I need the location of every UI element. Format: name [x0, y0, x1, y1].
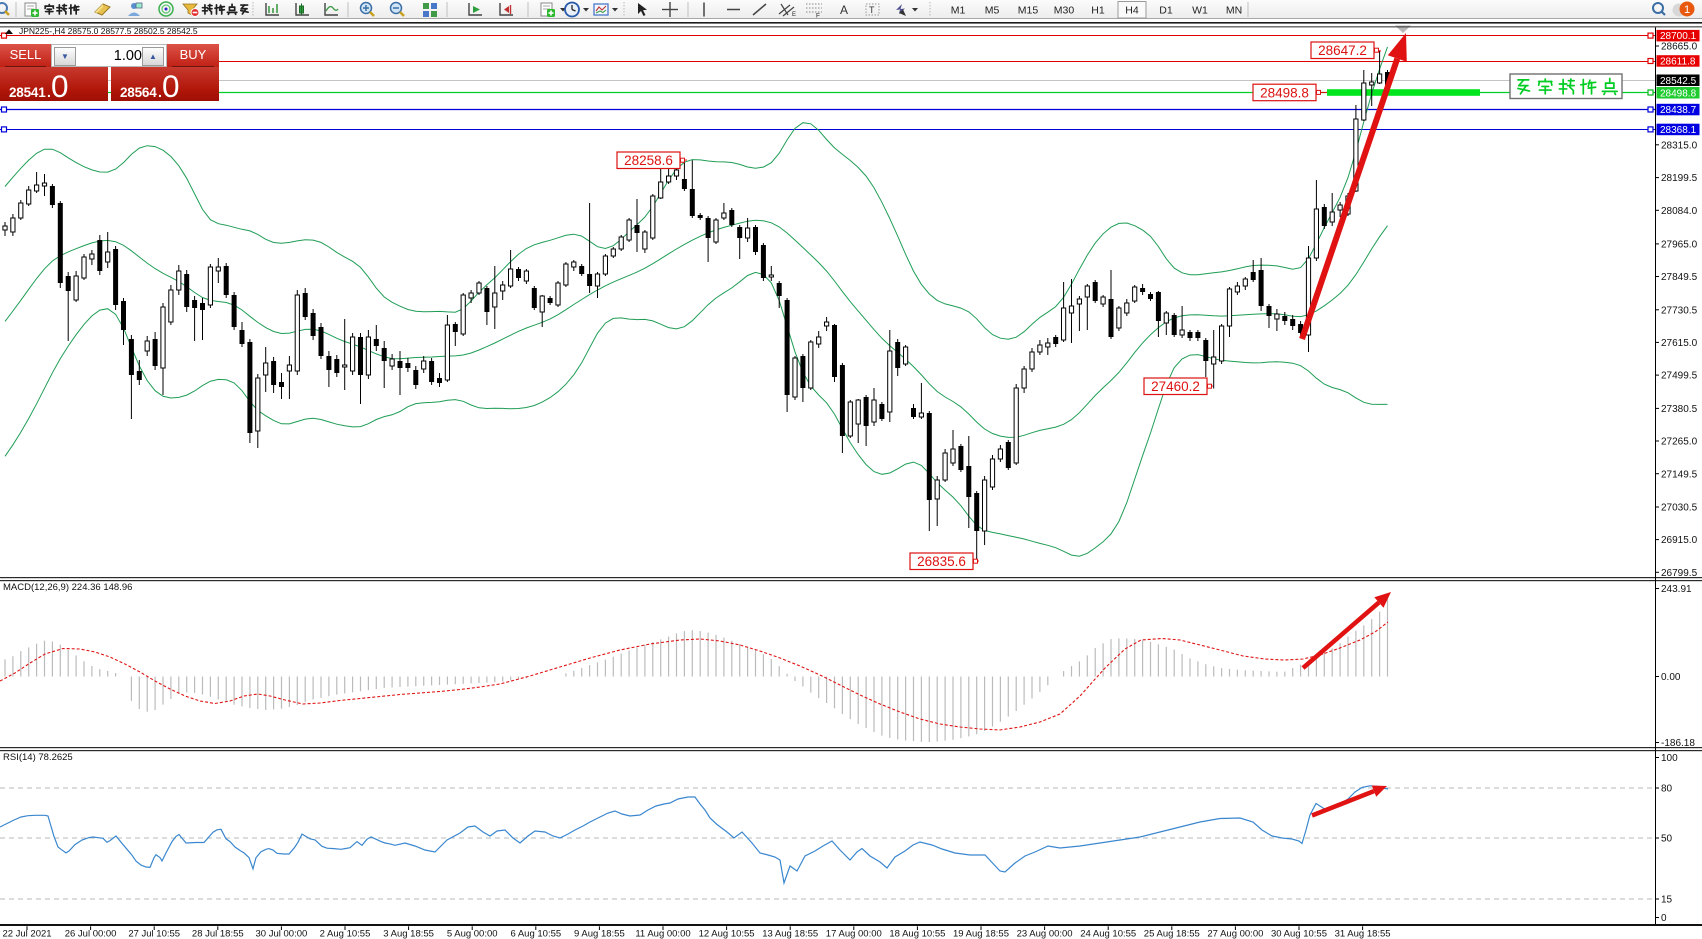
svg-text:M15: M15 — [1018, 5, 1039, 17]
svg-text:M30: M30 — [1054, 5, 1075, 17]
svg-text:24 Aug 10:55: 24 Aug 10:55 — [1080, 929, 1136, 939]
svg-text:27615.0: 27615.0 — [1661, 338, 1698, 349]
svg-text:31 Aug 18:55: 31 Aug 18:55 — [1335, 929, 1391, 939]
svg-text:27499.5: 27499.5 — [1661, 371, 1698, 382]
svg-text:0: 0 — [1661, 913, 1667, 924]
svg-text:W1: W1 — [1192, 5, 1208, 17]
svg-text:0.00: 0.00 — [1661, 672, 1681, 683]
svg-text:27849.5: 27849.5 — [1661, 272, 1698, 283]
svg-text:MACD(12,26,9) 224.36 148.96: MACD(12,26,9) 224.36 148.96 — [3, 582, 132, 593]
svg-text:100: 100 — [1661, 753, 1678, 764]
svg-text:243.91: 243.91 — [1661, 584, 1692, 595]
svg-text:H4: H4 — [1125, 5, 1139, 17]
svg-text:28665.0: 28665.0 — [1661, 42, 1698, 53]
svg-text:28199.5: 28199.5 — [1661, 173, 1698, 184]
svg-text:28700.1: 28700.1 — [1660, 31, 1697, 42]
svg-text:13 Aug 18:55: 13 Aug 18:55 — [762, 929, 818, 939]
svg-text:27030.5: 27030.5 — [1661, 503, 1698, 514]
svg-text:28438.7: 28438.7 — [1660, 105, 1697, 116]
svg-text:50: 50 — [1661, 834, 1673, 845]
svg-text:6 Aug 10:55: 6 Aug 10:55 — [510, 929, 561, 939]
svg-text:28 Jul 18:55: 28 Jul 18:55 — [192, 929, 244, 939]
svg-text:T: T — [869, 5, 875, 15]
svg-text:E: E — [792, 12, 796, 18]
svg-text:28368.1: 28368.1 — [1660, 125, 1697, 136]
svg-text:28258.6: 28258.6 — [624, 153, 673, 168]
svg-text:12 Aug 10:55: 12 Aug 10:55 — [699, 929, 755, 939]
svg-text:28498.8: 28498.8 — [1660, 88, 1697, 99]
svg-text:26915.0: 26915.0 — [1661, 535, 1698, 546]
svg-text:27 Jul 10:55: 27 Jul 10:55 — [128, 929, 180, 939]
svg-text:2 Aug 10:55: 2 Aug 10:55 — [320, 929, 371, 939]
svg-text:19 Aug 18:55: 19 Aug 18:55 — [953, 929, 1009, 939]
svg-text:MN: MN — [1226, 5, 1242, 17]
svg-text:RSI(14) 78.2625: RSI(14) 78.2625 — [3, 752, 73, 763]
svg-text:M5: M5 — [985, 5, 1000, 17]
svg-text:18 Aug 10:55: 18 Aug 10:55 — [889, 929, 945, 939]
svg-text:3 Aug 18:55: 3 Aug 18:55 — [383, 929, 434, 939]
svg-text:27265.0: 27265.0 — [1661, 437, 1698, 448]
svg-text:28498.8: 28498.8 — [1260, 85, 1309, 100]
svg-text:25 Aug 18:55: 25 Aug 18:55 — [1144, 929, 1200, 939]
svg-text:26 Jul 00:00: 26 Jul 00:00 — [65, 929, 117, 939]
svg-text:80: 80 — [1661, 784, 1673, 795]
svg-text:28542.5: 28542.5 — [1660, 76, 1697, 87]
svg-text:-186.18: -186.18 — [1661, 738, 1695, 749]
svg-text:15: 15 — [1661, 895, 1673, 906]
svg-text:22 Jul 2021: 22 Jul 2021 — [2, 929, 51, 939]
svg-text:28647.2: 28647.2 — [1318, 43, 1367, 58]
svg-text:27380.5: 27380.5 — [1661, 404, 1698, 415]
svg-text:30 Jul 00:00: 30 Jul 00:00 — [256, 929, 308, 939]
svg-text:M1: M1 — [951, 5, 966, 17]
svg-text:A: A — [840, 3, 848, 17]
svg-text:27 Aug 00:00: 27 Aug 00:00 — [1207, 929, 1263, 939]
svg-text:5 Aug 00:00: 5 Aug 00:00 — [447, 929, 498, 939]
svg-text:H1: H1 — [1091, 5, 1105, 17]
svg-text:JPN225-,H4 28575.0 28577.5 28: JPN225-,H4 28575.0 28577.5 28502.5 28542… — [19, 26, 198, 36]
svg-text:F: F — [816, 13, 820, 20]
svg-text:26799.5: 26799.5 — [1661, 568, 1698, 579]
svg-text:27965.0: 27965.0 — [1661, 240, 1698, 251]
svg-text:28315.0: 28315.0 — [1661, 140, 1698, 151]
svg-text:D1: D1 — [1159, 5, 1173, 17]
svg-text:11 Aug 00:00: 11 Aug 00:00 — [635, 929, 690, 939]
svg-text:28611.8: 28611.8 — [1660, 57, 1696, 68]
svg-text:27460.2: 27460.2 — [1151, 379, 1200, 394]
svg-text:26835.6: 26835.6 — [917, 554, 966, 569]
svg-text:9 Aug 18:55: 9 Aug 18:55 — [574, 929, 625, 939]
svg-text:30 Aug 10:55: 30 Aug 10:55 — [1271, 929, 1327, 939]
svg-text:1: 1 — [1684, 4, 1690, 16]
svg-text:27730.5: 27730.5 — [1661, 305, 1698, 316]
svg-text:28084.0: 28084.0 — [1661, 206, 1698, 217]
svg-text:23 Aug 00:00: 23 Aug 00:00 — [1017, 929, 1073, 939]
svg-text:27149.5: 27149.5 — [1661, 469, 1698, 480]
svg-text:17 Aug 00:00: 17 Aug 00:00 — [826, 929, 882, 939]
